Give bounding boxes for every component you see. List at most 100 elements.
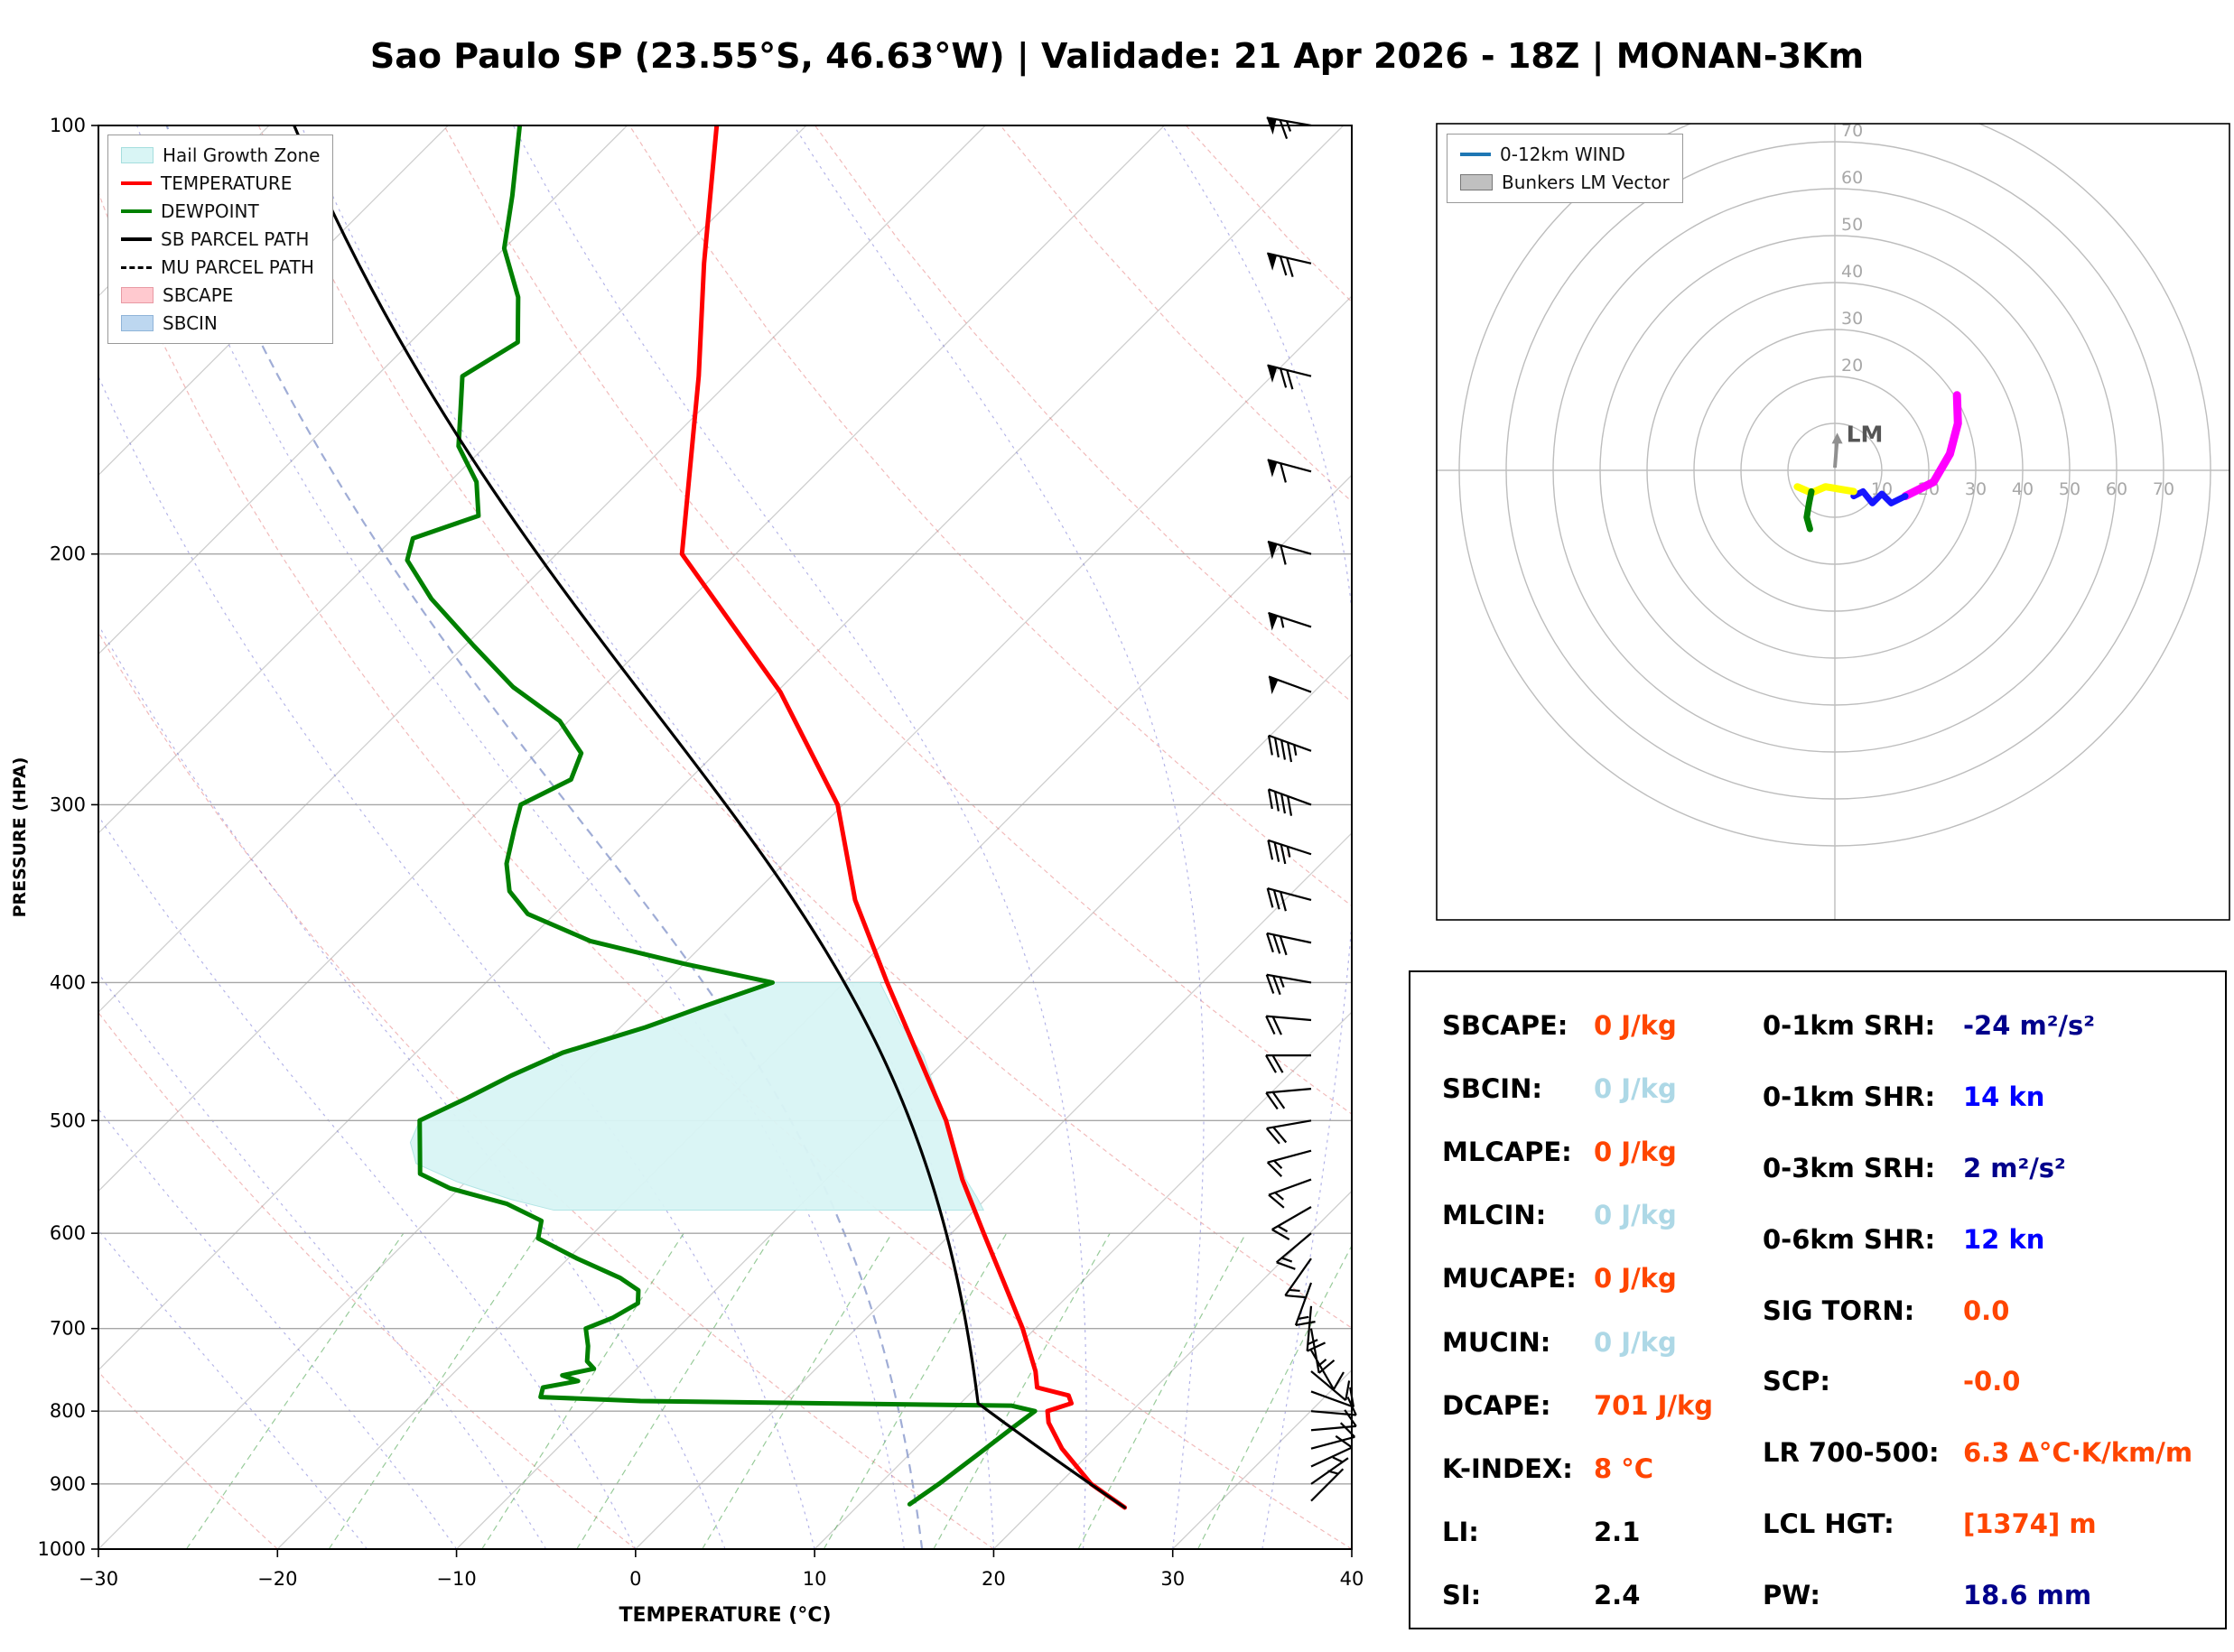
- wind-barb: [1268, 675, 1312, 695]
- indices-left-column: SBCAPE: 0 J/kg SBCIN: 0 J/kg MLCAPE: 0 J/kg ML…: [1442, 1010, 1749, 1610]
- legend-swatch-line: [121, 209, 152, 213]
- page-title: Sao Paulo SP (23.55°S, 46.63°W) | Valida…: [369, 36, 1865, 76]
- index-value: 14 kn: [1963, 1081, 2045, 1112]
- ring-label: 40: [2012, 479, 2034, 499]
- index-row: MUCIN: 0 J/kg: [1442, 1327, 1749, 1358]
- index-value: 0.0: [1963, 1295, 2010, 1326]
- index-row: 0-6km SHR: 12 kn: [1763, 1224, 2214, 1255]
- x-tick-label: −10: [436, 1568, 476, 1590]
- lm-label: LM: [1847, 421, 1884, 447]
- mixing-ratio-line: [576, 1232, 775, 1549]
- index-label: 0-6km SHR:: [1763, 1223, 1936, 1255]
- skewt-profiles: [293, 125, 1128, 1510]
- y-tick-label: 1000: [38, 1538, 86, 1560]
- ring-label: 30: [1841, 309, 1863, 329]
- index-label: SI:: [1442, 1579, 1482, 1610]
- y-tick-label: 300: [50, 794, 86, 815]
- wind-barb: [1310, 1434, 1353, 1468]
- index-row: DCAPE: 701 J/kg: [1442, 1390, 1749, 1421]
- legend-label: 0-12km WIND: [1500, 144, 1625, 165]
- index-value: 0 J/kg: [1594, 1010, 1677, 1041]
- index-value: 6.3 Δ°C·K/km/m: [1963, 1437, 2193, 1469]
- ring-label: 50: [2059, 479, 2080, 499]
- index-row: SCP: -0.0: [1763, 1366, 2214, 1397]
- index-label: K-INDEX:: [1442, 1452, 1573, 1484]
- moist-adiabat-line: [1161, 125, 1352, 1549]
- index-value: 0 J/kg: [1594, 1326, 1677, 1358]
- moist-adiabat-line: [136, 125, 905, 1549]
- mixing-ratio-line: [481, 1232, 684, 1549]
- index-label: LR 700-500:: [1763, 1437, 1940, 1469]
- y-tick-label: 900: [50, 1473, 86, 1495]
- index-value: 18.6 mm: [1963, 1580, 2092, 1610]
- ring-label: 50: [1841, 215, 1863, 235]
- index-row: LCL HGT: [1374] m: [1763, 1508, 2214, 1539]
- wind-barb: [1271, 1206, 1312, 1240]
- wind-barb: [1265, 1088, 1312, 1110]
- legend-swatch-patch: [121, 287, 154, 303]
- wind-barb: [1268, 1178, 1312, 1209]
- wind-barb: [1309, 1328, 1336, 1374]
- isotherm-line: [1172, 1369, 1352, 1549]
- index-label: PW:: [1763, 1580, 1820, 1610]
- legend-item: SB PARCEL PATH: [121, 228, 320, 250]
- wind-barb: [1265, 1119, 1312, 1145]
- dry-adiabat-line: [628, 125, 1352, 907]
- index-row: K-INDEX: 8 °C: [1442, 1453, 1749, 1484]
- dry-adiabat-line: [257, 125, 1352, 1329]
- x-tick-label: 0: [629, 1568, 641, 1590]
- indices-panel: SBCAPE: 0 J/kg SBCIN: 0 J/kg MLCAPE: 0 J/kg ML…: [1409, 970, 2227, 1629]
- index-label: 0-1km SHR:: [1763, 1081, 1936, 1112]
- moist-adiabat-line: [98, 375, 815, 1549]
- wind-barb: [1267, 540, 1312, 565]
- dewpoint-curve: [405, 125, 1038, 1507]
- legend-item: 0-12km WIND: [1460, 144, 1670, 165]
- legend-item: MU PARCEL PATH: [121, 256, 320, 278]
- legend-swatch-patch: [121, 315, 154, 331]
- legend-swatch-patch: [1460, 174, 1493, 190]
- index-label: 0-3km SRH:: [1763, 1152, 1936, 1183]
- legend-label: DEWPOINT: [161, 200, 259, 222]
- y-tick-label: 100: [50, 115, 86, 136]
- mixing-ratio-line: [823, 1232, 1008, 1549]
- legend-swatch-line: [121, 237, 152, 241]
- index-value: 0 J/kg: [1594, 1200, 1677, 1231]
- ring-label: 30: [1965, 479, 1987, 499]
- wind-barb: [1310, 1370, 1351, 1401]
- legend-item: SBCAPE: [121, 284, 320, 306]
- index-value: -24 m²/s²: [1963, 1010, 2095, 1041]
- legend-swatch-line: [121, 181, 152, 185]
- legend-label: Hail Growth Zone: [163, 144, 321, 166]
- wind-barb: [1266, 932, 1312, 956]
- moist-adiabat-line: [98, 624, 726, 1549]
- temperature-curve: [679, 125, 1128, 1510]
- x-tick-label: −20: [257, 1568, 297, 1590]
- hodograph-legend: 0-12km WIND Bunkers LM Vector: [1447, 134, 1683, 203]
- legend-swatch-line: [121, 265, 152, 269]
- ring-label: 70: [1841, 123, 1863, 141]
- legend-item: Hail Growth Zone: [121, 144, 320, 166]
- wind-barb-column: [1265, 116, 1357, 1502]
- mixing-ratio-line: [185, 1232, 405, 1549]
- index-row: SIG TORN: 0.0: [1763, 1295, 2214, 1326]
- index-label: MUCAPE:: [1442, 1263, 1577, 1295]
- index-value: 12 kn: [1963, 1223, 2045, 1255]
- ring-label: 20: [1841, 356, 1863, 376]
- index-value: 701 J/kg: [1594, 1389, 1714, 1421]
- y-tick-label: 400: [50, 971, 86, 993]
- legend-label: TEMPERATURE: [161, 172, 293, 194]
- index-value: 8 °C: [1594, 1452, 1654, 1484]
- skewt-legend: Hail Growth Zone TEMPERATURE DEWPOINT SB PA…: [107, 135, 334, 344]
- index-label: MLCIN:: [1442, 1200, 1547, 1231]
- index-row: MUCAPE: 0 J/kg: [1442, 1263, 1749, 1294]
- isotherm-line: [276, 474, 1352, 1549]
- dry-adiabat-line: [1185, 125, 1352, 303]
- isotherm-line: [992, 1190, 1352, 1549]
- legend-swatch-patch: [121, 147, 154, 163]
- isotherm-line: [98, 295, 1352, 1549]
- isotherm-line: [1351, 1548, 1352, 1549]
- y-tick-label: 500: [50, 1109, 86, 1131]
- wind-barb: [1310, 1409, 1357, 1432]
